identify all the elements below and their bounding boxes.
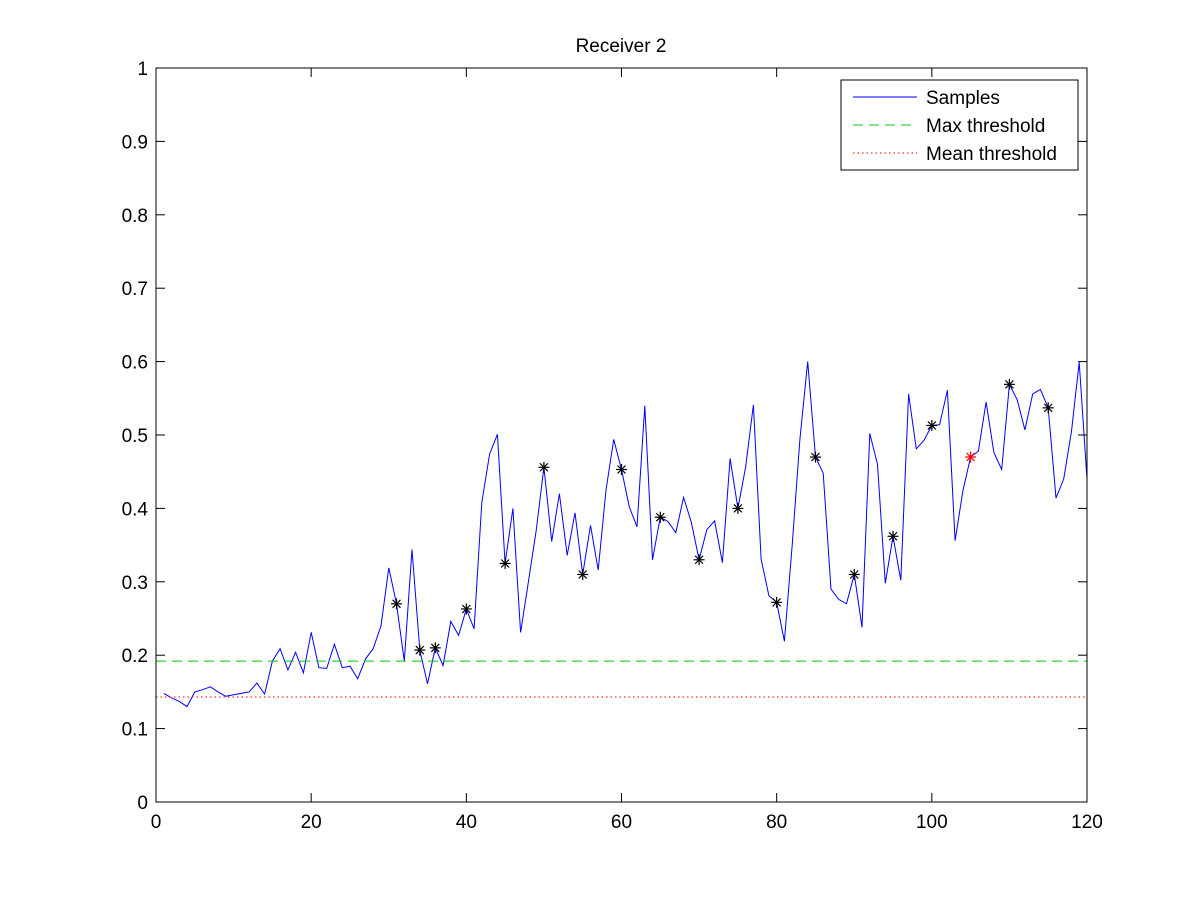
marker-stroke bbox=[849, 570, 859, 579]
legend-label-mean-threshold: Mean threshold bbox=[926, 144, 1057, 165]
asterisk-marker bbox=[1042, 402, 1054, 414]
asterisk-marker bbox=[577, 568, 589, 580]
marker-stroke bbox=[694, 555, 704, 565]
marker-stroke bbox=[430, 643, 440, 653]
asterisk-marker bbox=[887, 530, 899, 542]
marker-stroke bbox=[927, 421, 937, 430]
legend: Samples Max threshold Mean threshold bbox=[840, 79, 1079, 171]
y-tick-label: 0.3 bbox=[122, 573, 148, 594]
x-tick-label: 120 bbox=[1071, 812, 1103, 833]
marker-stroke bbox=[733, 504, 743, 513]
y-tick-label: 0.1 bbox=[122, 720, 148, 741]
marker-stroke bbox=[617, 465, 626, 474]
x-tick-label: 100 bbox=[916, 812, 948, 833]
y-tick-label: 0.6 bbox=[122, 353, 148, 374]
x-tick-label: 40 bbox=[456, 812, 477, 833]
asterisk-marker bbox=[693, 554, 705, 566]
x-tick-label: 0 bbox=[151, 812, 162, 833]
legend-label-max-threshold: Max threshold bbox=[926, 116, 1045, 137]
marker-stroke bbox=[578, 570, 588, 579]
marker-stroke bbox=[772, 597, 782, 607]
asterisk-marker bbox=[732, 502, 744, 514]
y-tick-label: 0.5 bbox=[122, 426, 148, 447]
marker-stroke bbox=[655, 512, 665, 522]
marker-stroke bbox=[539, 462, 549, 472]
x-tick-label: 80 bbox=[766, 812, 787, 833]
asterisk-marker bbox=[654, 511, 666, 523]
marker-layer bbox=[391, 378, 1054, 656]
legend-label-samples: Samples bbox=[926, 88, 1000, 109]
tick-layer: 0 20 40 60 80 100 120 0 0.1 0.2 0.3 0.4 0.5 0.6 0.7 0.8… bbox=[122, 59, 1103, 833]
asterisk-marker bbox=[499, 557, 511, 569]
chart-title: Receiver 2 bbox=[576, 36, 667, 57]
marker-stroke bbox=[888, 531, 898, 541]
y-tick-label: 0.7 bbox=[122, 279, 148, 300]
legend-box bbox=[840, 79, 1079, 171]
y-tick-label: 0 bbox=[137, 793, 148, 814]
y-tick-label: 1 bbox=[137, 59, 148, 80]
marker-stroke bbox=[415, 645, 425, 655]
axes-background bbox=[156, 68, 1087, 802]
marker-stroke bbox=[500, 559, 510, 568]
marker-stroke bbox=[461, 604, 471, 614]
asterisk-marker bbox=[809, 451, 821, 463]
asterisk-marker bbox=[926, 419, 938, 431]
asterisk-marker bbox=[414, 644, 426, 656]
asterisk-marker bbox=[965, 451, 977, 463]
marker-stroke bbox=[392, 599, 401, 609]
asterisk-marker bbox=[616, 463, 627, 475]
marker-stroke bbox=[1043, 403, 1053, 413]
y-tick-label: 0.9 bbox=[122, 132, 148, 153]
y-tick-label: 0.8 bbox=[122, 206, 148, 227]
marker-stroke bbox=[966, 452, 976, 462]
asterisk-marker bbox=[848, 568, 860, 580]
asterisk-marker bbox=[429, 642, 441, 654]
marker-stroke bbox=[1005, 379, 1014, 389]
asterisk-marker bbox=[1003, 378, 1015, 390]
asterisk-marker bbox=[771, 596, 783, 608]
x-tick-label: 20 bbox=[301, 812, 322, 833]
marker-stroke bbox=[811, 452, 820, 462]
x-tick-label: 60 bbox=[611, 812, 632, 833]
asterisk-marker bbox=[538, 461, 550, 473]
asterisk-marker bbox=[391, 598, 403, 610]
y-tick-label: 0.2 bbox=[122, 646, 148, 667]
asterisk-marker bbox=[460, 603, 472, 615]
y-tick-label: 0.4 bbox=[122, 499, 149, 520]
